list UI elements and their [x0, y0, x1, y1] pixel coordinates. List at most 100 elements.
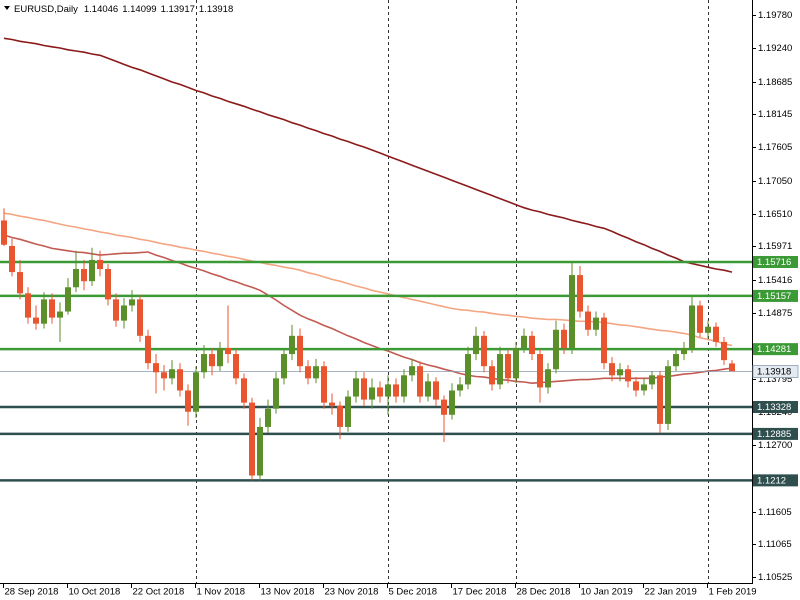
candle-body — [553, 329, 559, 370]
candle-body — [337, 405, 343, 427]
x-tick-label: 28 Dec 2018 — [517, 587, 571, 598]
candle-body — [425, 381, 431, 397]
candle-body — [257, 426, 263, 476]
x-tick-label: 22 Oct 2018 — [133, 587, 185, 598]
candle-body — [49, 299, 55, 318]
candle-body — [241, 378, 247, 403]
candle-body — [321, 366, 327, 403]
candle-body — [65, 287, 71, 312]
candle-body — [617, 369, 623, 376]
header-high: 1.14099 — [122, 4, 156, 15]
y-tick-label: 1.12700 — [758, 440, 792, 451]
candle-body — [633, 381, 639, 391]
x-tick-label: 23 Nov 2018 — [325, 587, 379, 598]
y-tick-label: 1.14875 — [758, 308, 792, 319]
level-label: 1.13328 — [757, 402, 791, 413]
candle-body — [433, 381, 439, 400]
candle-body — [657, 375, 663, 424]
candle-body — [201, 354, 207, 373]
level-label: 1.14281 — [757, 344, 791, 355]
candle-body — [41, 299, 47, 324]
candle-body — [521, 335, 527, 348]
y-tick-label: 1.15416 — [758, 275, 792, 286]
candle-body — [585, 311, 591, 330]
candle-body — [345, 396, 351, 427]
candle-body — [697, 305, 703, 333]
candle-body — [497, 354, 503, 385]
candle-body — [33, 317, 39, 324]
candle-body — [97, 259, 103, 270]
candle-body — [377, 387, 383, 397]
candle-body — [73, 269, 79, 288]
candle-body — [409, 366, 415, 376]
candle-body — [537, 354, 543, 388]
level-label: 1.12885 — [757, 429, 791, 440]
candle-body — [601, 317, 607, 364]
candle-body — [393, 384, 399, 397]
candle-body — [681, 347, 687, 355]
candle-body — [249, 402, 255, 476]
candle-body — [401, 375, 407, 397]
candle-body — [17, 272, 23, 294]
x-tick-label: 1 Feb 2019 — [709, 587, 757, 598]
plot-area — [0, 0, 752, 583]
candle-body — [1, 220, 7, 245]
header-close: 1.13918 — [199, 4, 233, 15]
y-tick-label: 1.15971 — [758, 241, 792, 252]
y-tick-label: 1.11065 — [758, 539, 792, 550]
x-tick-label: 10 Jan 2019 — [581, 587, 633, 598]
candle-body — [625, 369, 631, 382]
y-tick-label: 1.18685 — [758, 77, 792, 88]
candle-body — [225, 347, 231, 355]
candle-body — [145, 335, 151, 364]
candle-body — [457, 384, 463, 391]
candle-body — [217, 347, 223, 367]
menu-triangle[interactable] — [4, 6, 10, 10]
candle-body — [449, 390, 455, 415]
candle-body — [89, 259, 95, 282]
level-label-box — [753, 289, 798, 302]
candle-body — [233, 354, 239, 379]
candle-body — [569, 275, 575, 348]
candle-body — [673, 354, 679, 367]
candle-body — [193, 372, 199, 412]
candle-body — [713, 326, 719, 342]
candle-body — [561, 329, 567, 348]
y-tick-label: 1.17605 — [758, 142, 792, 153]
candle-body — [577, 275, 583, 312]
candle-body — [385, 384, 391, 397]
x-tick-label: 5 Dec 2018 — [389, 587, 438, 598]
level-label: 1.1212 — [757, 475, 786, 486]
candle-body — [705, 326, 711, 333]
candle-body — [305, 366, 311, 379]
y-tick-label: 1.17050 — [758, 176, 792, 187]
level-label-box — [753, 255, 798, 268]
candle-body — [153, 363, 159, 373]
candle-body — [593, 317, 599, 330]
x-tick-label: 22 Jan 2019 — [645, 587, 697, 598]
price-label: 1.13918 — [757, 367, 791, 378]
candle-body — [529, 335, 535, 355]
candle-body — [105, 269, 111, 300]
candle-body — [129, 299, 135, 306]
candle-body — [609, 363, 615, 376]
candle-body — [505, 354, 511, 379]
candle-body — [729, 363, 735, 372]
symbol: EURUSD,Daily — [14, 4, 78, 15]
candle-body — [361, 378, 367, 400]
candle-body — [161, 372, 167, 379]
price-label-box — [752, 365, 799, 378]
candle-body — [265, 408, 271, 427]
candle-body — [121, 305, 127, 321]
x-tick-label: 1 Nov 2018 — [197, 587, 246, 598]
y-tick-label: 1.13795 — [758, 374, 792, 385]
candle-body — [57, 311, 63, 318]
x-tick-label: 10 Oct 2018 — [69, 587, 121, 598]
y-tick-label: 1.10525 — [758, 572, 792, 583]
y-tick-label: 1.19240 — [758, 43, 792, 54]
moving-average-line — [3, 234, 733, 385]
candle-body — [665, 366, 671, 424]
